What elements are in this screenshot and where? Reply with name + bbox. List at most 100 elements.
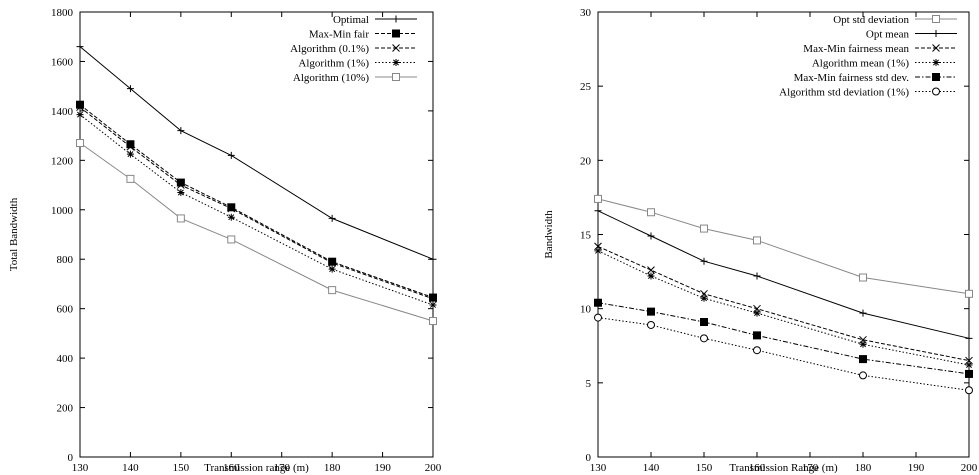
- x-tick-label: 200: [961, 462, 978, 474]
- plot-frame: [79, 11, 434, 458]
- data-point-marker: [429, 317, 437, 326]
- legend-label: Max-Min fairness mean: [803, 43, 909, 55]
- legend-label: Optimal: [333, 14, 369, 26]
- series-1: [594, 194, 973, 298]
- data-point-marker: [76, 100, 84, 109]
- data-point-marker: [126, 142, 135, 151]
- y-tick-label: 0: [68, 452, 74, 464]
- series-4: [76, 111, 437, 309]
- legend-entry: Max-Min fairness std dev.: [794, 72, 957, 84]
- series-2: [594, 207, 973, 342]
- series-4: [594, 247, 973, 369]
- series-6: [594, 313, 973, 395]
- data-point-marker: [647, 232, 655, 240]
- legend-entry: Optimal: [333, 14, 417, 26]
- y-tick-label: 10: [580, 304, 592, 316]
- y-tick-label: 1000: [51, 205, 74, 217]
- x-tick-label: 170: [273, 462, 290, 474]
- data-point-marker: [429, 301, 437, 309]
- legend-label: Algorithm (0.1%): [290, 43, 369, 55]
- legend-entry: Max-Min fairness mean: [803, 43, 957, 55]
- y-tick-label: 1400: [51, 106, 74, 118]
- legend-marker: [392, 15, 400, 23]
- legend-entry: Algorithm (1%): [298, 58, 417, 70]
- legend-entry: Algorithm (0.1%): [290, 43, 417, 55]
- legend-entry: Opt std deviation: [833, 14, 957, 26]
- chart-1: 130 140 150 160 170 180 190 200 0 200 400 600 800 100…: [8, 7, 442, 474]
- y-axis-label: Bandwidth: [543, 210, 555, 259]
- x-axis-label: Transmission range (m): [204, 462, 309, 474]
- data-point-marker: [177, 181, 185, 189]
- y-tick-label: 600: [57, 304, 74, 316]
- y-tick-label: 400: [57, 353, 74, 365]
- data-point-marker: [76, 139, 84, 148]
- legend-entry: Algorithm std deviation (1%): [779, 87, 957, 99]
- x-tick-label: 130: [72, 462, 89, 474]
- series-3: [76, 103, 437, 303]
- data-point-marker: [227, 213, 235, 221]
- data-point-marker: [700, 318, 708, 327]
- legend-marker: [392, 73, 400, 81]
- y-tick-label: 30: [580, 7, 592, 19]
- x-tick-label: 160: [223, 462, 240, 474]
- legend-label: Max-Min fairness std dev.: [794, 72, 910, 84]
- data-point-marker: [328, 257, 337, 266]
- data-point-marker: [429, 294, 437, 303]
- y-axis-label: Total Bandwidth: [8, 197, 20, 271]
- series-line: [79, 114, 434, 306]
- legend-label: Algorithm (1%): [298, 58, 369, 70]
- x-tick-label: 160: [749, 462, 766, 474]
- legend-marker: [392, 44, 400, 52]
- series-line: [597, 210, 970, 339]
- legend-entry: Algorithm mean (1%): [812, 58, 957, 70]
- data-point-marker: [176, 214, 185, 223]
- data-point-marker: [594, 194, 602, 203]
- data-point-marker: [429, 255, 437, 263]
- plot-frame: [597, 11, 970, 458]
- data-point-marker: [126, 140, 135, 149]
- legend-marker: [932, 15, 940, 23]
- data-point-marker: [76, 103, 84, 112]
- data-point-marker: [429, 293, 437, 302]
- series-line: [597, 250, 970, 366]
- data-point-marker: [700, 294, 708, 302]
- series-line: [597, 198, 970, 295]
- x-tick-label: 190: [908, 462, 925, 474]
- y-tick-label: 15: [580, 230, 592, 242]
- data-point-marker: [753, 236, 761, 245]
- data-point-marker: [76, 111, 84, 119]
- data-point-marker: [227, 235, 236, 244]
- legend-marker: [932, 73, 940, 81]
- legend-label: Opt mean: [866, 29, 910, 41]
- legend-marker: [392, 59, 400, 66]
- legend-label: Algorithm (10%): [293, 72, 369, 84]
- data-point-marker: [126, 150, 134, 158]
- y-tick-label: 25: [580, 81, 592, 93]
- series-line: [597, 245, 970, 362]
- data-point-marker: [126, 85, 134, 93]
- x-tick-label: 180: [855, 462, 872, 474]
- chart-2: 130 140 150 160 170 180 190 200 0 5 10 15 20 25 30 Tran…: [543, 7, 978, 474]
- y-tick-label: 800: [57, 254, 74, 266]
- y-tick-label: 1200: [51, 155, 74, 167]
- series-1: [76, 43, 437, 263]
- y-tick-label: 20: [580, 155, 592, 167]
- data-point-marker: [328, 286, 337, 295]
- data-point-marker: [753, 272, 761, 280]
- data-point-marker: [328, 214, 336, 222]
- legend-marker: [932, 87, 940, 96]
- legend-label: Algorithm std deviation (1%): [779, 87, 909, 99]
- data-point-marker: [177, 127, 185, 135]
- x-tick-label: 150: [696, 462, 713, 474]
- x-axis-label: Transmission Range (m): [729, 462, 838, 474]
- legend-marker: [932, 30, 940, 37]
- data-point-marker: [76, 43, 84, 51]
- legend-label: Opt std deviation: [833, 14, 909, 26]
- data-point-marker: [965, 334, 973, 342]
- series-line: [79, 106, 434, 300]
- series-line: [79, 142, 434, 322]
- data-point-marker: [328, 265, 336, 273]
- legend-marker: [392, 29, 400, 38]
- data-point-marker: [700, 224, 708, 233]
